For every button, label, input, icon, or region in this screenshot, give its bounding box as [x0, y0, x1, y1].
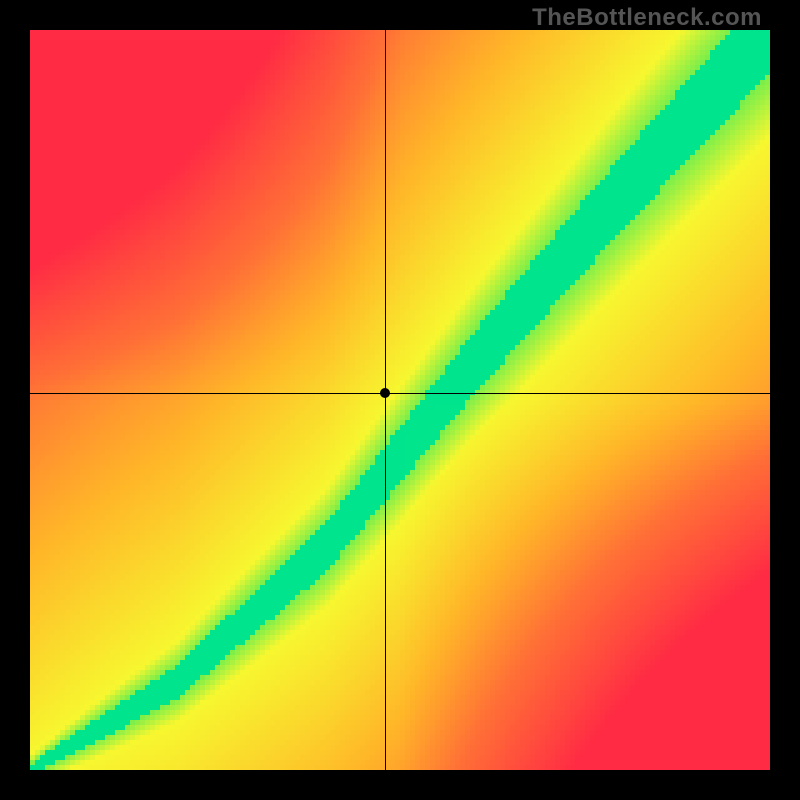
- outer-frame: TheBottleneck.com: [0, 0, 800, 800]
- heatmap-plot: [30, 30, 770, 770]
- crosshair-vertical: [385, 30, 386, 770]
- crosshair-marker: [380, 388, 390, 398]
- watermark-text: TheBottleneck.com: [532, 4, 762, 32]
- crosshair-horizontal: [30, 393, 770, 394]
- heatmap-canvas: [30, 30, 770, 770]
